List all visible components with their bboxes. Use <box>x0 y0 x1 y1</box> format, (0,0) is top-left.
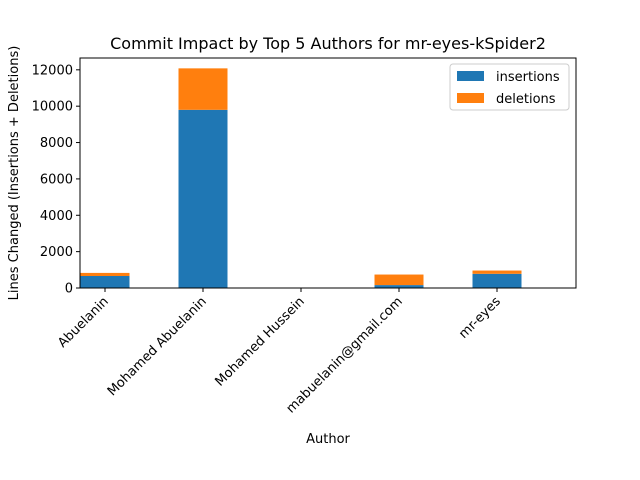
legend: insertions deletions <box>449 63 570 111</box>
y-tick-label-3: 6000 <box>40 172 73 187</box>
bar-insertions-0 <box>80 276 130 288</box>
bar-insertions-1 <box>178 109 228 289</box>
bar-deletions-4 <box>472 270 522 274</box>
bar-deletions-1 <box>178 68 228 110</box>
legend-label-deletions: deletions <box>496 92 556 107</box>
legend-swatch-deletions <box>457 93 484 103</box>
plot-area-frame <box>79 57 577 289</box>
y-tick-label-2: 4000 <box>40 209 73 224</box>
y-tick-label-1: 2000 <box>40 245 73 260</box>
x-tick-label-2: Mohamed Hussein <box>212 294 307 389</box>
legend-label-insertions: insertions <box>496 70 560 85</box>
y-tick-label-6: 12000 <box>32 63 73 78</box>
bar-insertions-3 <box>374 285 424 288</box>
y-tick-label-4: 8000 <box>40 136 73 151</box>
y-tick-label-5: 10000 <box>32 100 73 115</box>
legend-swatch-insertions <box>457 71 484 81</box>
chart-title: Commit Impact by Top 5 Authors for mr-ey… <box>110 34 546 53</box>
y-axis: 0 2000 4000 6000 8000 10000 12000 <box>32 63 80 297</box>
x-tick-label-0: Abuelanin <box>55 294 112 351</box>
bar-deletions-0 <box>80 272 130 276</box>
bar-deletions-3 <box>374 274 424 286</box>
x-tick-label-4: mr-eyes <box>456 294 504 342</box>
y-tick-label-0: 0 <box>65 282 73 297</box>
bar-insertions-4 <box>472 273 522 288</box>
x-tick-label-1: Mohamed Abuelanin <box>105 294 210 399</box>
bars <box>80 68 522 289</box>
y-axis-label: Lines Changed (Insertions + Deletions) <box>7 46 22 301</box>
x-axis-label: Author <box>306 432 350 447</box>
x-tick-label-3: mabuelanin@gmail.com <box>284 294 406 416</box>
